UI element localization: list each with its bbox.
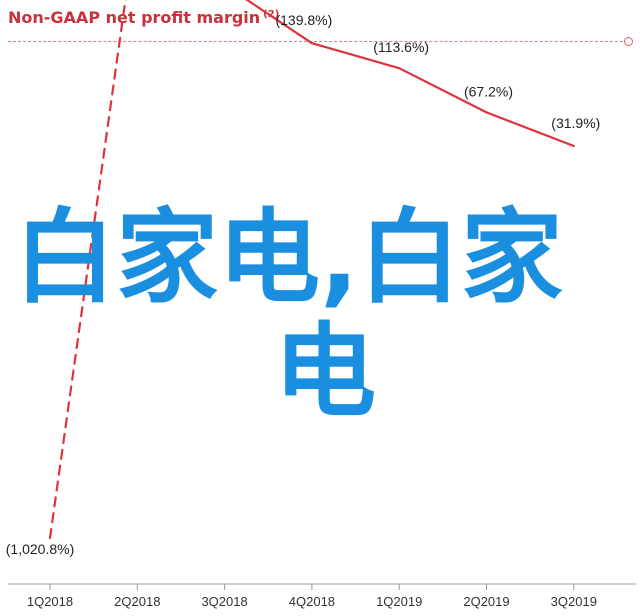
x-tick-label: 4Q2018 <box>289 594 335 609</box>
data-label: (139.8%) <box>275 12 332 28</box>
x-tick-label: 3Q2019 <box>551 594 597 609</box>
title-footnote: (2) <box>263 9 280 20</box>
data-label: (113.6%) <box>373 39 429 55</box>
plot-area: 1Q2018 2Q2018 3Q2018 4Q2018 1Q2019 2Q2019 3Q20… <box>6 0 636 609</box>
series-segment <box>245 0 313 45</box>
chart-title-text: Non-GAAP net profit margin <box>8 8 261 27</box>
data-label: (67.2%) <box>464 83 513 99</box>
data-label: (1,020.8%) <box>6 541 74 557</box>
divider-end-dot <box>624 37 633 46</box>
x-tick-label: 3Q2018 <box>201 594 247 609</box>
series-segment <box>398 67 488 114</box>
x-tick-label: 1Q2018 <box>27 594 73 609</box>
series-segment <box>310 42 401 70</box>
x-tick-label: 2Q2019 <box>463 594 509 609</box>
x-tick-label: 2Q2018 <box>114 594 160 609</box>
chart-title: Non-GAAP net profit margin (2) <box>8 8 279 27</box>
series-segment-dashed <box>48 0 127 540</box>
data-label: (31.9%) <box>551 115 600 131</box>
x-tick-label: 1Q2019 <box>376 594 422 609</box>
title-divider <box>8 41 628 42</box>
series-segment <box>485 111 575 148</box>
